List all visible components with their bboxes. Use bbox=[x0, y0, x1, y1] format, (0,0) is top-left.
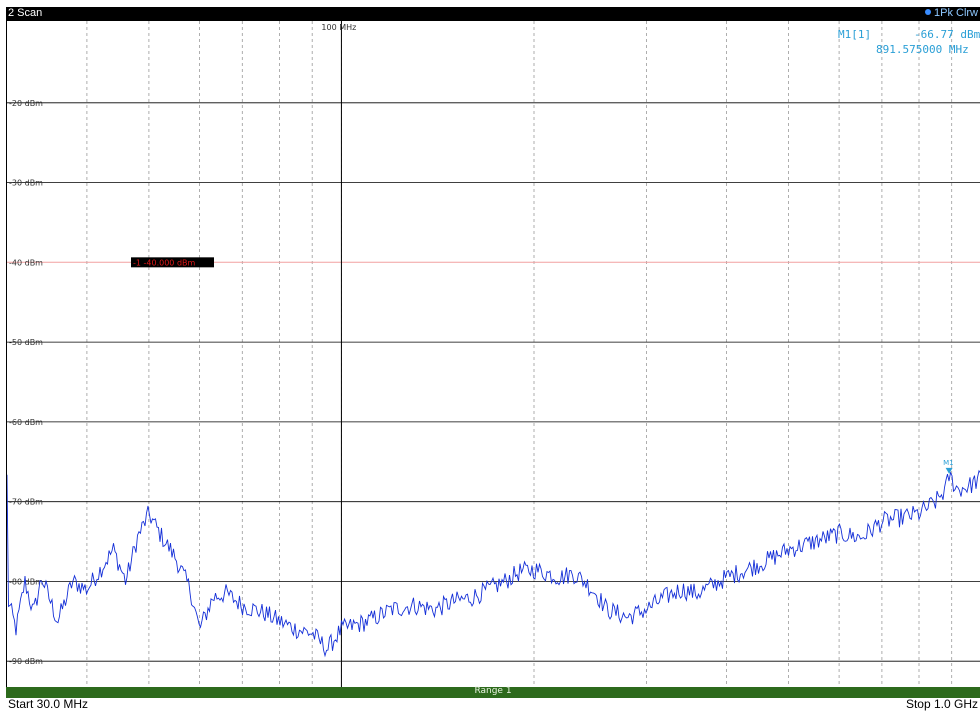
trace-mode-text: 1Pk Clrw bbox=[933, 7, 978, 19]
frequency-line-label: 100 MHz bbox=[321, 23, 356, 32]
marker-flag-label: M1 bbox=[943, 459, 954, 467]
range-bar: Range 1 bbox=[6, 686, 980, 698]
y-tick-label: -60 dBm bbox=[9, 418, 43, 427]
spectrum-plot[interactable]: -20 dBm -30 dBm -40 dBm -50 dBm -60 dBm -70 d… bbox=[6, 21, 980, 687]
start-frequency-label: Start 30.0 MHz bbox=[8, 697, 89, 711]
marker-readout-frequency: 891.575000 MHz bbox=[876, 43, 969, 56]
y-tick-label: -80 dBm bbox=[9, 577, 43, 586]
limit-line-label-box bbox=[131, 257, 214, 268]
trace-dot-icon bbox=[924, 9, 931, 15]
y-tick-label: -20 dBm bbox=[9, 99, 43, 108]
window-title: 2 Scan bbox=[8, 7, 43, 19]
marker-readout-name: M1[1] bbox=[838, 28, 872, 41]
spectrum-display[interactable]: -20 dBm -30 dBm -40 dBm -50 dBm -60 dBm -70 d… bbox=[7, 21, 980, 687]
stop-frequency-label: Stop 1.0 GHz bbox=[905, 697, 978, 711]
limit-line-label: -1 -40.000 dBm bbox=[133, 258, 196, 267]
trace-mode-label: 1Pk Clrw bbox=[924, 6, 978, 20]
marker-triangle-icon bbox=[945, 467, 953, 474]
range-label: Range 1 bbox=[474, 686, 512, 696]
y-tick-label: -50 dBm bbox=[9, 338, 43, 347]
title-bar: 2 Scan 1Pk Clrw bbox=[6, 7, 980, 21]
y-tick-label: -70 dBm bbox=[9, 498, 43, 507]
y-tick-label: -90 dBm bbox=[9, 657, 43, 666]
marker-readout-level: -66.77 dBm bbox=[914, 28, 980, 41]
y-tick-label: -30 dBm bbox=[9, 179, 43, 188]
y-tick-label: -40 dBm bbox=[9, 258, 43, 267]
spectrum-trace bbox=[7, 469, 980, 658]
